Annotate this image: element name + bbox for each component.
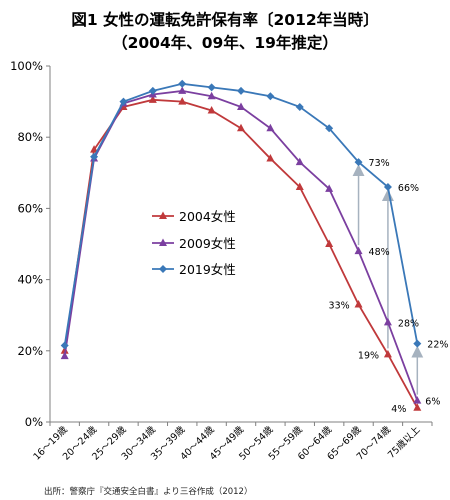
legend-label: 2004女性	[179, 209, 236, 224]
data-labels: 73% 66% 48% 33% 28% 22% 19% 6% 4%	[329, 158, 449, 415]
data-point	[178, 79, 187, 88]
data-point	[383, 349, 392, 358]
data-point	[178, 97, 187, 105]
data-label: 66%	[398, 183, 419, 194]
legend: 2004女性 2009女性 2019女性	[152, 209, 236, 277]
data-point	[159, 265, 167, 273]
series-2019女性	[60, 79, 422, 350]
data-point	[325, 184, 334, 192]
data-point	[354, 300, 363, 308]
source-note: 出所：警察庁『交通安全白書』より三谷作成（2012）	[44, 487, 253, 497]
data-point	[383, 183, 392, 192]
series-lines	[60, 79, 422, 411]
data-point	[159, 211, 167, 219]
chart-title: 図1 女性の運転免許保有率〔2012年当時〕	[71, 11, 379, 29]
data-point	[60, 341, 69, 350]
data-label: 33%	[329, 301, 350, 312]
data-point	[295, 182, 304, 191]
data-point	[325, 124, 334, 133]
x-tick-label: 75歳以上	[385, 423, 423, 461]
series-line	[63, 82, 419, 346]
y-tick-label: 80%	[17, 130, 43, 144]
series-2004女性	[60, 95, 422, 411]
y-tick-label: 100%	[10, 59, 43, 73]
y-tick-label: 60%	[17, 201, 43, 215]
data-point	[354, 158, 363, 167]
chart-subtitle: （2004年、09年、19年推定）	[112, 34, 338, 52]
data-point	[207, 106, 216, 114]
data-point	[90, 152, 99, 161]
y-tick-label: 0%	[25, 415, 43, 429]
legend-label: 2019女性	[179, 262, 236, 277]
data-point	[237, 102, 245, 110]
series-line	[63, 98, 419, 409]
data-label: 48%	[369, 247, 390, 258]
data-point	[207, 83, 216, 92]
data-point	[383, 317, 392, 326]
data-point	[90, 145, 99, 153]
data-point	[266, 92, 275, 101]
data-label: 19%	[358, 350, 379, 361]
data-point	[237, 123, 245, 132]
axes: 0%20%40%60%80%100%16～19歳20～24歳25～29歳30～3…	[10, 59, 433, 463]
data-point	[119, 97, 128, 106]
data-point	[354, 246, 363, 255]
data-point	[295, 102, 304, 111]
data-point	[178, 86, 187, 94]
data-point	[60, 351, 69, 360]
data-point	[237, 86, 245, 95]
data-label: 4%	[391, 404, 406, 415]
data-point	[207, 91, 216, 100]
data-point	[295, 157, 304, 166]
data-label: 73%	[369, 158, 390, 169]
data-point	[148, 86, 157, 95]
data-point	[266, 123, 275, 132]
data-point	[413, 339, 422, 348]
data-label: 22%	[427, 340, 448, 351]
y-tick-label: 20%	[17, 344, 43, 358]
data-label: 28%	[398, 318, 419, 329]
data-label: 6%	[425, 397, 440, 408]
data-point	[413, 396, 422, 404]
data-point	[325, 239, 334, 247]
y-tick-label: 40%	[17, 273, 43, 287]
data-point	[266, 154, 275, 162]
legend-label: 2009女性	[179, 236, 236, 251]
data-point	[148, 95, 157, 103]
data-point	[413, 403, 422, 411]
data-point	[159, 238, 167, 246]
